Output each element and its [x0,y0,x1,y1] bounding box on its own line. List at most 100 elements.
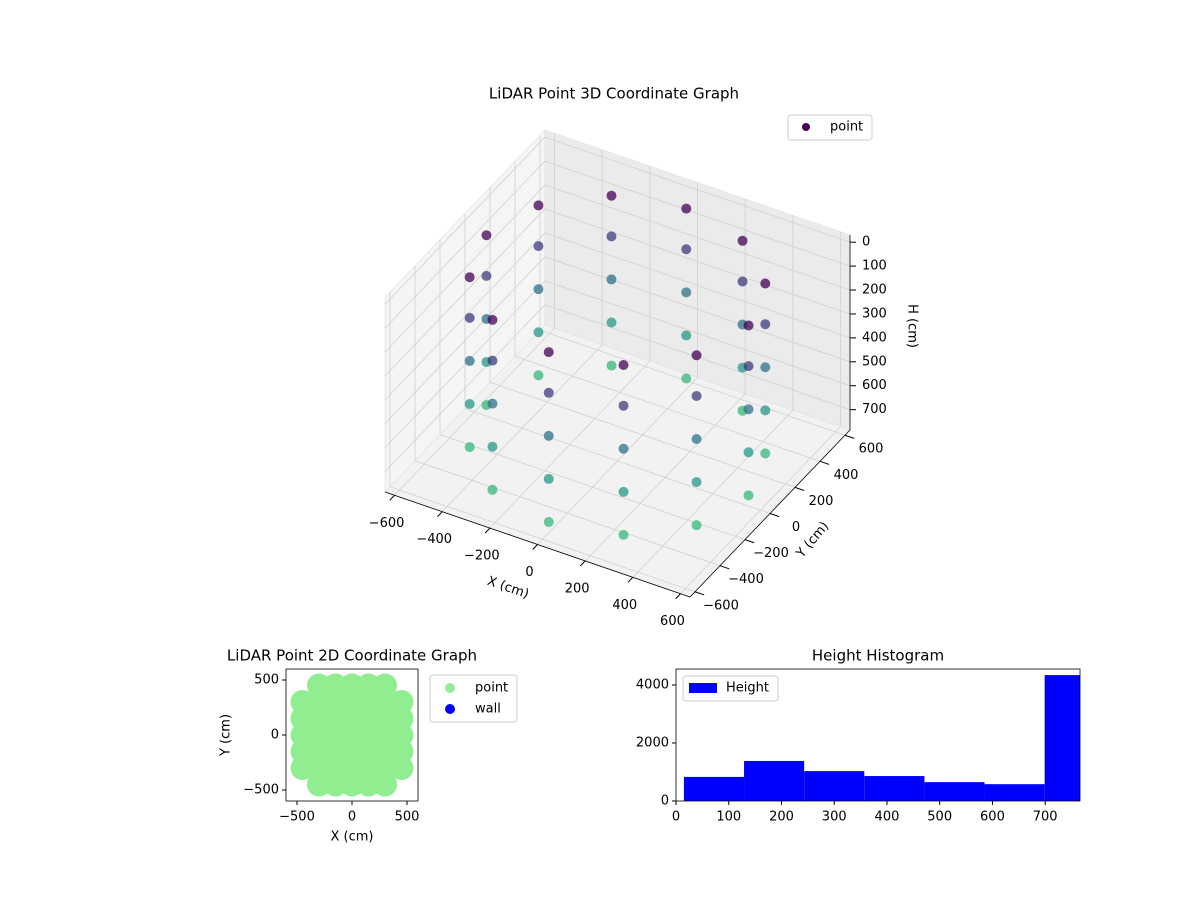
point [356,706,381,731]
point [323,690,348,714]
point [487,355,498,366]
point [606,190,617,201]
point [373,772,397,797]
y-tick-label: −400 [728,572,764,587]
tick-mark [579,560,586,567]
point [323,756,348,780]
point [760,448,771,459]
bar [683,776,745,801]
point [487,484,498,495]
point [356,723,381,747]
point [606,317,617,328]
y-tick-label: 4000 [636,677,669,692]
point [307,739,331,764]
point [681,330,692,341]
x-tick-label: 0 [672,810,680,825]
point [487,441,498,452]
point [389,706,414,731]
grid-line [544,136,851,243]
x-axis-label: X (cm) [485,574,531,602]
grid-line [384,280,546,449]
bar [984,784,1045,801]
y-tick-label: −200 [753,546,789,561]
point [340,673,364,698]
x-axis-label: X (cm) [331,830,374,845]
plot-area [683,675,1080,801]
y-tick-label: −600 [703,598,739,613]
grid-line [539,329,846,436]
point [356,739,381,764]
x-tick-label: 100 [716,810,741,825]
legend-box [682,675,779,702]
point [373,723,397,747]
point [691,477,702,488]
point [307,756,331,780]
x-tick-label: −200 [464,549,500,564]
point [606,274,617,285]
tick-mark [769,513,780,518]
grid-line [514,355,821,462]
point [356,690,381,714]
grid-line [414,460,721,567]
point [389,690,414,714]
y-tick-label: 200 [809,494,834,509]
point [356,772,381,797]
point [618,486,629,497]
point [373,673,397,698]
point [323,772,348,797]
legend-marker [802,123,810,131]
point [737,276,748,287]
z-tick-label: 400 [862,330,887,345]
x-tick-label: 200 [769,810,794,825]
legend-label: Height [726,681,769,696]
legend-swatch [689,683,717,693]
point [340,739,364,764]
tick-mark [675,593,681,600]
point [323,706,348,731]
tick-mark [819,460,830,465]
point [290,723,315,747]
tick-mark [437,511,443,518]
grid-line [384,208,546,377]
x-tick-label: −600 [369,516,405,531]
x-tick-label: 700 [1033,810,1058,825]
point [691,390,702,401]
z-tick-label: 600 [862,378,887,393]
point [606,231,617,242]
point [307,706,331,731]
grid-line [544,280,851,387]
point [290,706,315,731]
point [290,756,315,780]
point [487,398,498,409]
point [760,362,771,373]
point [464,312,475,323]
y-axis-label: Y (cm) [219,714,234,757]
legend-label: point [475,681,508,696]
point [533,327,544,338]
grid-line [544,184,851,291]
x-tick-label: 0 [525,565,533,580]
legend-box [787,114,873,141]
point [533,284,544,295]
point [340,706,364,731]
chart-title: Height Histogram [812,647,944,665]
point [356,673,381,698]
x-tick-label: 300 [822,810,847,825]
grid-line [384,304,546,472]
point [323,673,348,698]
point [543,430,554,441]
legend-label: wall [475,702,501,717]
grid-line [384,184,546,353]
x-tick-label: 200 [565,581,590,596]
legend-marker [445,704,455,714]
tick-mark [794,486,805,492]
point [691,350,702,361]
legend-marker [445,683,455,693]
point [533,370,544,381]
point [760,278,771,289]
bar [804,771,865,801]
point [290,690,315,714]
tick-mark [532,544,538,550]
x-tick-label: 500 [927,810,952,825]
x-axis-line [384,491,691,598]
